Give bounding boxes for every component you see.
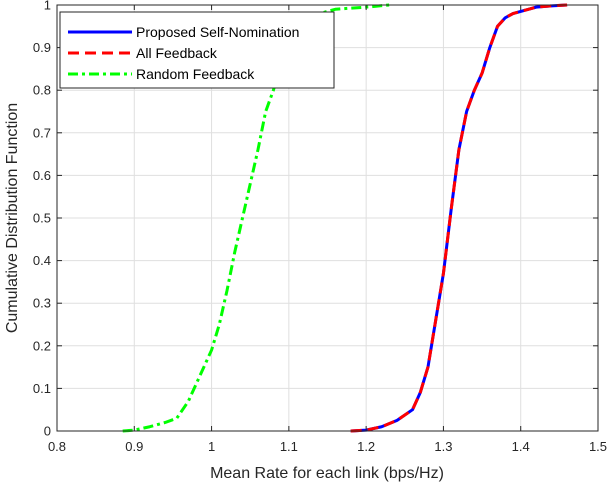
y-tick-label: 0.2	[33, 338, 51, 353]
y-tick-label: 0.4	[33, 253, 51, 268]
series-line-all-feedback	[350, 3, 568, 433]
legend-label-all-feedback: All Feedback	[136, 45, 218, 61]
legend: Proposed Self-Nomination All Feedback Ra…	[59, 11, 335, 89]
x-tick-label: 0.8	[48, 439, 66, 454]
y-axis-label: Cumulative Distribution Function	[4, 103, 21, 333]
x-tick-label: 0.9	[125, 439, 143, 454]
x-tick-label: 1.4	[512, 439, 530, 454]
x-tick-label: 1.2	[357, 439, 375, 454]
y-tick-label: 0.5	[33, 211, 51, 226]
y-tick-label: 0.9	[33, 40, 51, 55]
x-axis-label: Mean Rate for each link (bps/Hz)	[210, 465, 444, 482]
tick-layer: 0.8 0.9 1 1.1 1.2 1.3 1.4 1.5 0 0.1 0.2 0.3 0.4 0.5 0.…	[33, 0, 607, 454]
x-tick-label: 1.1	[280, 439, 298, 454]
legend-label-random-feedback: Random Feedback	[136, 66, 255, 82]
x-tick-label: 1.3	[434, 439, 452, 454]
x-tick-label: 1	[208, 439, 215, 454]
y-tick-label: 0.6	[33, 168, 51, 183]
y-tick-label: 0.7	[33, 125, 51, 140]
y-tick-label: 0	[44, 424, 51, 439]
y-tick-label: 0.3	[33, 296, 51, 311]
y-tick-label: 0.8	[33, 83, 51, 98]
legend-label-proposed: Proposed Self-Nomination	[136, 24, 299, 40]
y-tick-label: 0.1	[33, 381, 51, 396]
x-tick-label: 1.5	[589, 439, 607, 454]
y-tick-label: 1	[44, 0, 51, 13]
